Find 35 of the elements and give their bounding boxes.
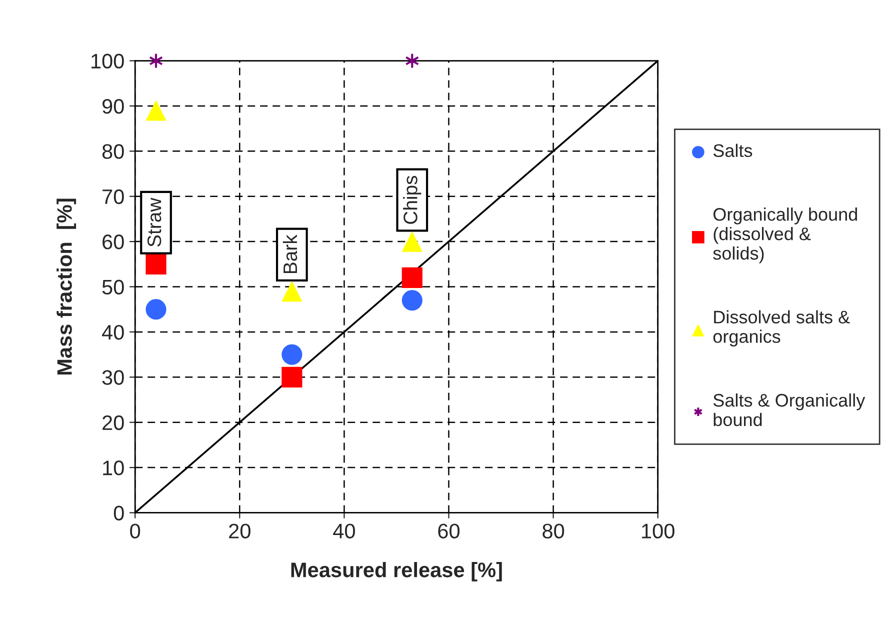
legend-label: Organically bound (dissolved & solids) xyxy=(713,208,857,264)
point xyxy=(146,100,166,121)
y-tick-label: 60 xyxy=(102,234,124,250)
y-tick-label: 50 xyxy=(102,280,124,295)
y-tick-label: 30 xyxy=(102,370,124,385)
y-tick-label: 90 xyxy=(102,98,124,114)
point xyxy=(402,231,422,252)
x-tick-label: 40 xyxy=(333,524,355,538)
point xyxy=(146,254,166,274)
annotation: Bark xyxy=(282,234,298,274)
y-tick-label: 40 xyxy=(102,324,124,340)
point xyxy=(146,299,166,320)
y-tick-label: 70 xyxy=(102,189,124,204)
y-tick-label: 80 xyxy=(102,144,124,159)
y-tick-label: 20 xyxy=(102,415,124,430)
point xyxy=(282,366,302,388)
x-tick-label: 100 xyxy=(642,524,674,538)
x-tick-label: 80 xyxy=(542,524,564,538)
annotation: Chips xyxy=(403,176,422,224)
legend-label: Dissolved salts & organics xyxy=(713,310,850,346)
point xyxy=(402,290,422,311)
y-tick-label: 100 xyxy=(92,54,124,69)
y-axis-title: Mass fraction [%] xyxy=(56,198,76,374)
x-axis-title: Measured release [%] xyxy=(291,562,502,582)
legend-label: Salts & Organically bound xyxy=(713,393,866,426)
x-tick-label: 60 xyxy=(438,524,460,538)
point xyxy=(282,344,302,365)
x-tick-label: 0 xyxy=(130,524,140,538)
y-tick-label: 0 xyxy=(114,506,124,520)
y-tick-label: 10 xyxy=(103,460,124,476)
annotation: Straw xyxy=(147,198,162,247)
point xyxy=(402,267,422,288)
legend-label: Salts xyxy=(713,144,752,158)
point xyxy=(282,280,302,302)
x-tick-label: 20 xyxy=(229,524,250,538)
